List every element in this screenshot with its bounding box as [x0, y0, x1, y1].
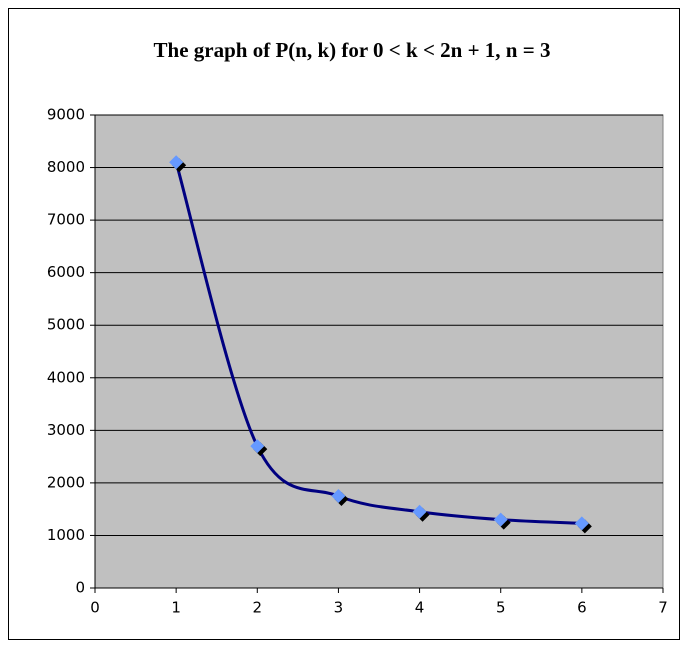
- marker: [169, 155, 184, 170]
- x-tick-label: 4: [415, 599, 425, 617]
- x-tick-label: 1: [171, 599, 181, 617]
- x-tick-label: 3: [334, 599, 344, 617]
- y-tick-label: 4000: [47, 368, 85, 386]
- y-tick-label: 1000: [47, 526, 85, 544]
- marker: [574, 516, 589, 531]
- x-tick-label: 2: [253, 599, 263, 617]
- y-tick-label: 8000: [47, 158, 85, 176]
- y-tick-label: 6000: [47, 263, 85, 281]
- marker: [331, 489, 346, 504]
- marker: [250, 439, 265, 454]
- x-tick-label: 0: [90, 599, 100, 617]
- marker: [493, 512, 508, 527]
- plot-area: [94, 114, 664, 589]
- y-tick-label: 3000: [47, 421, 85, 439]
- x-tick-label: 6: [577, 599, 587, 617]
- y-tick-label: 2000: [47, 473, 85, 491]
- y-tick-label: 5000: [47, 316, 85, 334]
- marker: [412, 504, 427, 519]
- x-tick-label: 5: [496, 599, 506, 617]
- x-tick-label: 7: [658, 599, 668, 617]
- y-tick-label: 7000: [47, 211, 85, 229]
- chart-title: The graph of P(n, k) for 0 < k < 2n + 1,…: [154, 38, 551, 62]
- y-tick-label: 0: [75, 579, 85, 597]
- y-tick-label: 9000: [47, 106, 85, 124]
